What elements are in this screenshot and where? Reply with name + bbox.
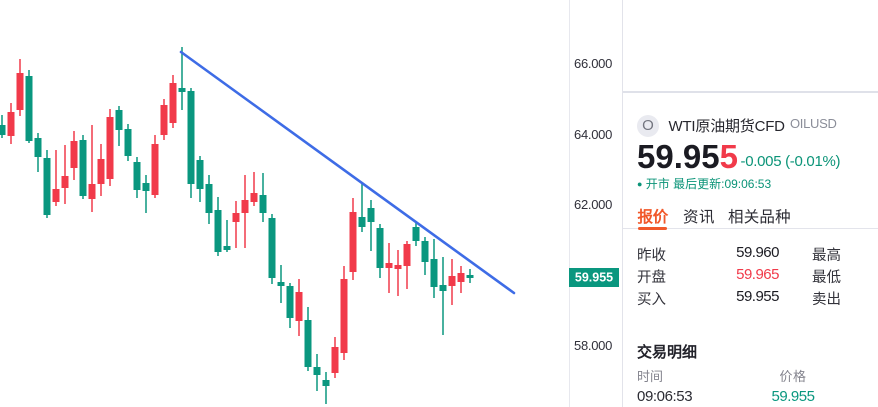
svg-text:59.955: 59.955 xyxy=(575,271,613,285)
